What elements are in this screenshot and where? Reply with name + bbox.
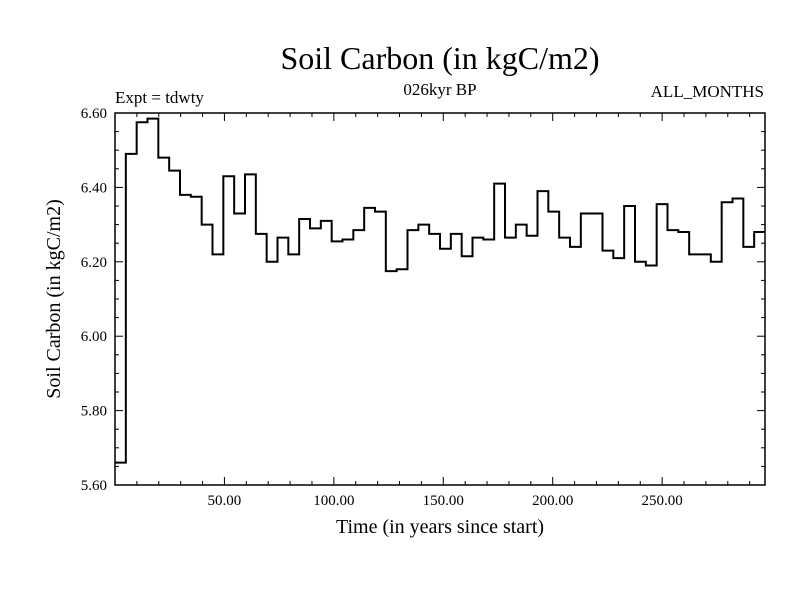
- chart-title: Soil Carbon (in kgC/m2): [280, 40, 600, 76]
- y-tick-label: 6.40: [81, 180, 107, 196]
- x-axis-label: Time (in years since start): [336, 516, 544, 538]
- y-axis-label: Soil Carbon (in kgC/m2): [43, 199, 65, 398]
- x-tick-label: 250.00: [642, 493, 683, 509]
- soil-carbon-series-line: [115, 117, 765, 464]
- plot-frame: [114, 112, 766, 486]
- x-tick-label: 150.00: [423, 493, 464, 509]
- x-tick-label: 200.00: [532, 493, 573, 509]
- y-tick-label: 6.60: [81, 106, 107, 122]
- y-tick-label: 5.80: [81, 404, 107, 420]
- chart-subtitle: 026kyr BP: [403, 80, 477, 99]
- experiment-label: Expt = tdwty: [115, 88, 204, 107]
- x-tick-label: 50.00: [208, 493, 242, 509]
- months-label: ALL_MONTHS: [650, 82, 764, 101]
- y-tick-label: 6.00: [81, 329, 107, 345]
- x-tick-label: 100.00: [313, 493, 354, 509]
- y-tick-label: 6.20: [81, 255, 107, 271]
- y-tick-label: 5.60: [81, 478, 107, 494]
